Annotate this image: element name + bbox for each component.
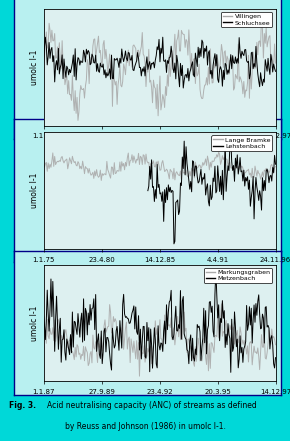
Text: Acid neutralising capacity (ANC) of streams as defined: Acid neutralising capacity (ANC) of stre… xyxy=(47,401,257,410)
Y-axis label: umolc l-1: umolc l-1 xyxy=(30,173,39,209)
Legend: Markungsgraben, Metzenbach: Markungsgraben, Metzenbach xyxy=(204,268,272,283)
Y-axis label: umolc l-1: umolc l-1 xyxy=(30,305,39,341)
Legend: Lange Bramke, Lehstenbach: Lange Bramke, Lehstenbach xyxy=(211,135,272,151)
Text: by Reuss and Johnson (1986) in umolc l-1.: by Reuss and Johnson (1986) in umolc l-1… xyxy=(65,422,225,431)
Legend: Villingen, Schluchsee: Villingen, Schluchsee xyxy=(221,12,272,27)
Text: Fig. 3.: Fig. 3. xyxy=(9,401,36,410)
Y-axis label: umolc l-1: umolc l-1 xyxy=(30,49,39,85)
